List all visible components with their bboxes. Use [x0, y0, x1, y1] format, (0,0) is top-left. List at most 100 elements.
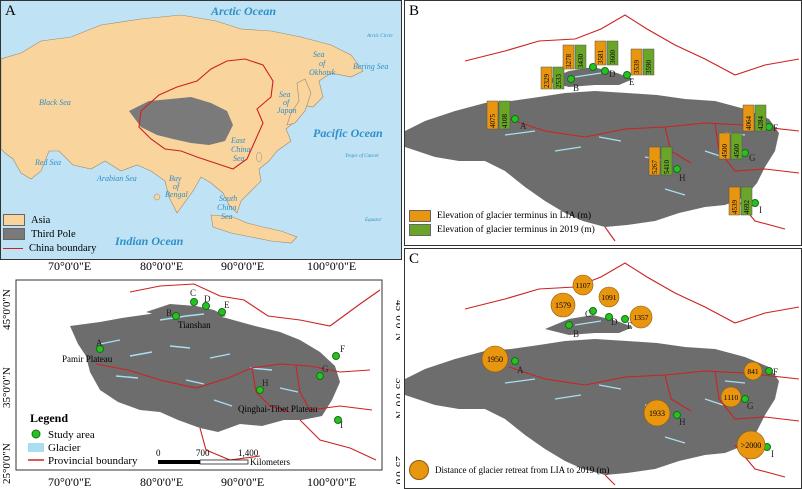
- panel-b-sites: A B C D E F G H I: [511, 55, 778, 215]
- retreat-d: 1091: [598, 286, 620, 308]
- pair-h-2019-bar: [660, 146, 673, 176]
- study-area-map-frame: 70°0'0"E 80°0'0"E 90°0'0"E 100°0'0"E 70°…: [0, 260, 400, 489]
- ecs-label-2: China: [231, 145, 251, 154]
- map-legend-title: Legend: [30, 411, 68, 425]
- pair-f-2019-bar: [754, 104, 767, 132]
- retreat-i-circle: [736, 430, 766, 460]
- panel-c-svg: A B C D E F G H I 1950 1579: [405, 262, 800, 486]
- pair-b-2019-bar: [552, 66, 565, 90]
- arctic-circle-label: Arctic Circle: [366, 34, 393, 39]
- b-site-f-marker: [765, 123, 773, 131]
- indonesia-landmass: [210, 214, 298, 244]
- site-b-marker: [172, 312, 180, 320]
- c-site-e-label: E: [627, 321, 633, 331]
- site-d-marker: [202, 302, 210, 310]
- c-site-c-marker: [589, 307, 597, 315]
- pair-d-lia-value: 3581: [597, 50, 605, 65]
- retreat-i: >2000: [736, 430, 766, 460]
- lon-label-bottom-100: 100°0'0"E: [307, 475, 356, 489]
- c-site-b-marker: [565, 321, 573, 329]
- retreat-c-circle: [572, 274, 594, 296]
- retreat-a: 1950: [481, 345, 509, 373]
- lat-label-left-35: 35°0'0"N: [1, 367, 13, 408]
- pair-h-lia-value: 5267: [651, 160, 659, 175]
- scale-bar-white: [199, 459, 249, 465]
- b-site-g-label: G: [749, 153, 756, 163]
- b-site-i-label: I: [759, 205, 762, 215]
- pair-i-2019-bar: [740, 186, 753, 216]
- site-h-marker: [256, 386, 264, 394]
- lon-label-bottom-90: 90°0'0"E: [221, 475, 264, 489]
- lon-label-top-90: 90°0'0"E: [221, 260, 264, 273]
- scale-tick-700: 700: [196, 448, 210, 458]
- site-f-marker: [332, 352, 340, 360]
- pair-c-lia-value: 3278: [565, 54, 573, 69]
- c-site-f-label: F: [773, 367, 778, 377]
- arctic-ocean-label: Arctic Ocean: [210, 4, 276, 18]
- pair-e-lia-bar: [630, 48, 643, 76]
- site-i-marker: [334, 416, 342, 424]
- red-sea-label: Red Sea: [34, 158, 61, 167]
- china-boundary: [138, 58, 274, 170]
- tropic-cancer-label: Tropic of Cancer: [345, 154, 379, 159]
- arabian-sea-label: Arabian Sea: [96, 174, 137, 183]
- b-site-a-marker: [511, 115, 519, 123]
- elevation-pair-c: 3278 3430: [562, 44, 587, 70]
- pair-g-lia-bar: [718, 132, 731, 160]
- retreat-b: 1579: [550, 292, 576, 318]
- legend-retreat: Distance of glacier retreat from LIA to …: [409, 460, 609, 480]
- b-site-i-marker: [751, 199, 759, 207]
- b-site-d-marker: [601, 67, 609, 75]
- retreat-a-value: 1950: [487, 355, 503, 364]
- scale-tick-0: 0: [156, 448, 161, 458]
- site-d-label: D: [204, 294, 211, 304]
- legend-third-pole: Third Pole: [3, 227, 96, 241]
- lon-label-top-100: 100°0'0"E: [307, 260, 356, 273]
- c-site-c-label: C: [585, 309, 591, 319]
- scale-tick-1400: 1,400: [238, 448, 259, 458]
- elevation-pair-b: 2329 2533: [540, 66, 565, 90]
- c-site-a-marker: [511, 357, 519, 365]
- retreat-f-value: 841: [747, 367, 759, 376]
- third-pole-mass-map: [70, 310, 340, 432]
- lat-label-left-25: 25°0'0"N: [1, 443, 13, 484]
- asia-map-svg: Arctic Ocean Pacific Ocean Indian Ocean …: [1, 4, 393, 248]
- scs-label-2: China: [217, 203, 237, 212]
- tianshan-mass-map: [146, 304, 226, 320]
- pair-a-2019-bar: [498, 100, 511, 130]
- bengal-label-3: Bengal: [165, 190, 188, 199]
- site-g-marker: [316, 372, 324, 380]
- scs-label-1: South: [219, 194, 237, 203]
- pair-c-2019-bar: [574, 44, 587, 70]
- panel-b-elevation-map: B A B C D E F G H I 40: [404, 0, 802, 246]
- c-site-f-marker: [765, 367, 773, 375]
- b-site-f-label: F: [773, 123, 778, 133]
- legend-provincial-label: Provincial boundary: [48, 455, 138, 467]
- retreat-h-circle: [643, 399, 671, 427]
- pair-i-lia-bar: [728, 186, 741, 216]
- pair-g-lia-value: 4500: [721, 144, 729, 159]
- taiwan: [256, 151, 262, 163]
- pair-i-lia-value: 4539: [731, 200, 739, 215]
- b-site-g-marker: [741, 149, 749, 157]
- indian-ocean-label: Indian Ocean: [114, 234, 184, 248]
- site-c-marker: [190, 298, 198, 306]
- panel-c-legend: Distance of glacier retreat from LIA to …: [409, 460, 609, 480]
- pair-e-2019-value: 3590: [645, 60, 653, 75]
- tianshan-label: Tianshan: [178, 320, 211, 330]
- pamir-plateau-label: Pamir Plateau: [62, 354, 113, 364]
- retreat-e-circle: [629, 305, 653, 329]
- panel-a-asia-map: A Arctic Ocean Pacific Ocean Indian Ocea…: [0, 0, 402, 260]
- elevation-pair-a: 4075 4108: [486, 100, 511, 130]
- panel-a-legend: Asia Third Pole China boundary: [3, 213, 96, 255]
- glacier-patches-map: [99, 313, 299, 407]
- retreat-i-value: >2000: [741, 441, 762, 450]
- provincial-boundaries-map: [95, 283, 381, 461]
- elevation-pair-h: 5267 5410: [648, 146, 673, 176]
- legend-2019: Elevation of glacier terminus in 2019 (m…: [409, 223, 595, 237]
- pair-h-lia-bar: [648, 146, 661, 176]
- legend-study-area-label: Study area: [48, 429, 95, 441]
- study-area-map-svg: 70°0'0"E 80°0'0"E 90°0'0"E 100°0'0"E 70°…: [1, 260, 400, 489]
- third-pole-region: [129, 97, 233, 145]
- japan-sea-label-3: Japan: [277, 106, 297, 115]
